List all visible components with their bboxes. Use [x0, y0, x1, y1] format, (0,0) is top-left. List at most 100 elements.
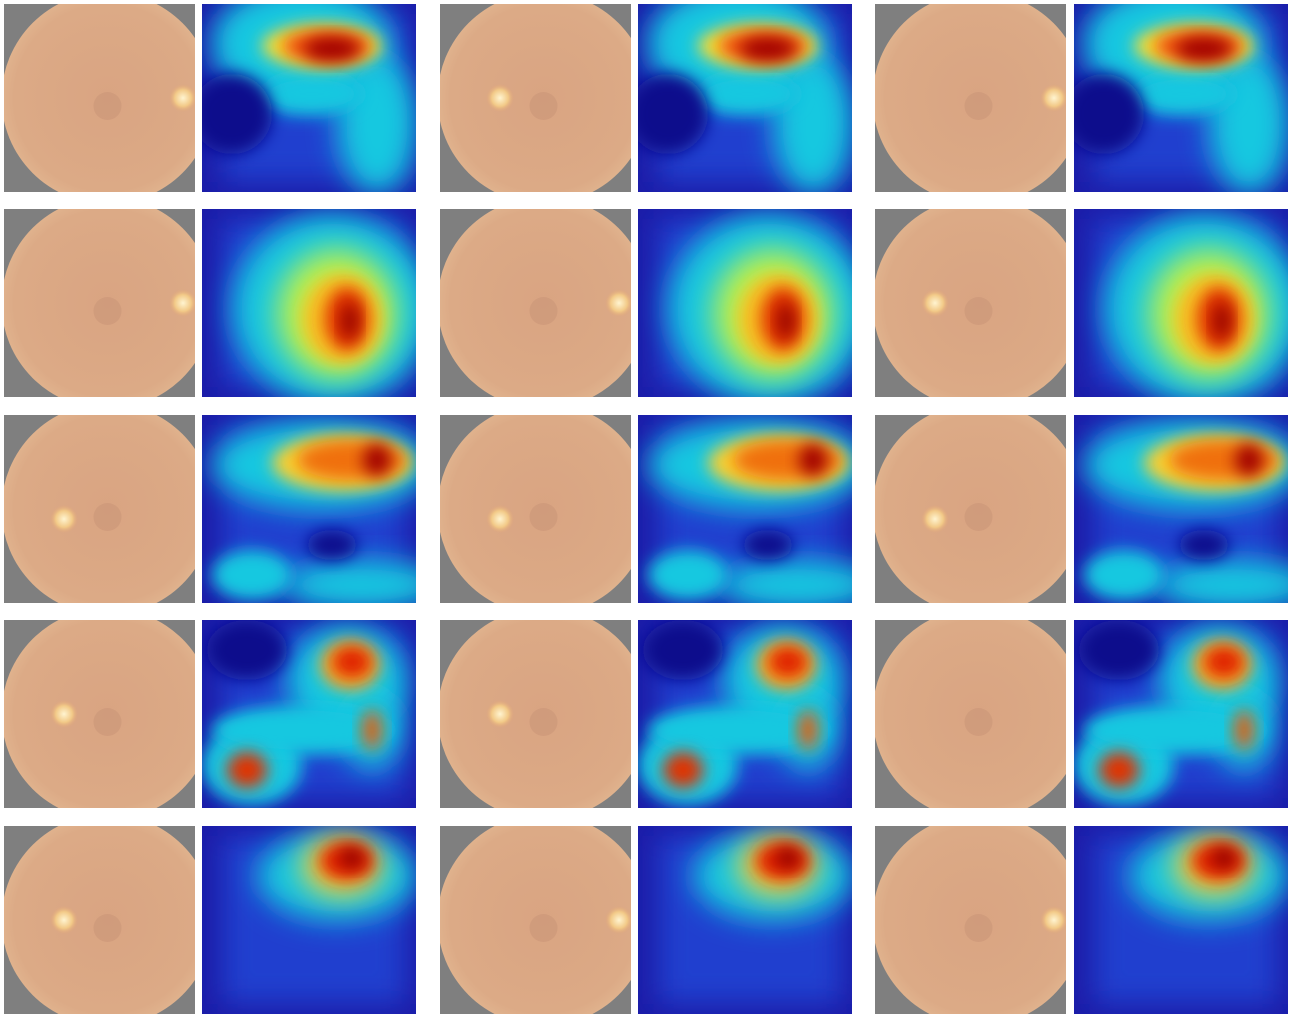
optic-disc [486, 84, 514, 112]
retina [875, 209, 1066, 397]
optic-disc [486, 700, 514, 728]
fundus-image [875, 209, 1066, 397]
fundus-clip [4, 209, 195, 397]
heatmap-blob [363, 444, 391, 476]
fundus-image [4, 209, 195, 397]
optic-disc [1040, 906, 1066, 934]
fundus-image [440, 209, 631, 397]
macula [529, 297, 558, 325]
macula [93, 503, 122, 531]
fundus-image [4, 4, 195, 192]
heatmap-clip [658, 214, 852, 397]
heatmap-clip [648, 420, 852, 603]
fundus-image [875, 620, 1066, 808]
fundus-clip [875, 4, 1066, 192]
heatmap-image [202, 620, 416, 808]
heatmap-blob [304, 37, 360, 61]
retina [875, 826, 1066, 1014]
heatmap-blob [1204, 646, 1244, 678]
fundus-image [4, 415, 195, 603]
fundus-clip [875, 620, 1066, 808]
heatmap-image [202, 826, 416, 1014]
fundus-image [440, 826, 631, 1014]
heatmap-blob [773, 54, 852, 192]
retina [4, 826, 195, 1014]
optic-disc [1040, 84, 1066, 112]
heatmap-blob [638, 74, 708, 154]
heatmap-blob [337, 54, 416, 192]
heatmap-blob [778, 303, 794, 339]
retina [875, 620, 1066, 808]
heatmap-blob [776, 848, 800, 868]
heatmap-blob [1179, 530, 1229, 560]
optic-disc [921, 505, 949, 533]
heatmap-image [638, 826, 852, 1014]
fundus-image [4, 620, 195, 808]
fundus-image [875, 4, 1066, 192]
optic-disc [921, 289, 949, 317]
heatmap-blob [340, 848, 364, 868]
macula [93, 914, 122, 942]
retina [440, 4, 631, 192]
heatmap-blob [643, 620, 723, 680]
fundus-clip [4, 4, 195, 192]
macula [964, 708, 993, 736]
retina [440, 415, 631, 603]
heatmap-blob [1214, 303, 1230, 339]
heatmap-blob [1212, 848, 1236, 868]
heatmap-image [1074, 620, 1288, 808]
optic-disc [486, 505, 514, 533]
heatmap-blob [698, 74, 798, 114]
heatmap-image [638, 209, 852, 397]
heatmap-blob [1074, 74, 1144, 154]
heatmap-clip [638, 620, 843, 805]
heatmap-clip [202, 620, 407, 805]
heatmap-clip [1084, 420, 1288, 603]
heatmap-blob [332, 646, 372, 678]
fundus-image [440, 620, 631, 808]
optic-disc [605, 289, 631, 317]
fundus-clip [875, 415, 1066, 603]
heatmap-clip [1074, 4, 1288, 192]
heatmap-blob [718, 560, 852, 603]
fundus-clip [440, 620, 631, 808]
macula [529, 708, 558, 736]
fundus-clip [440, 826, 631, 1014]
heatmap-image [1074, 415, 1288, 603]
heatmap-clip [222, 214, 416, 397]
fundus-image [875, 415, 1066, 603]
heatmap-clip [212, 420, 416, 603]
retina [4, 209, 195, 397]
heatmap-clip [1094, 831, 1288, 1004]
heatmap-blob [1134, 74, 1234, 114]
fundus-clip [440, 209, 631, 397]
heatmap-blob [799, 444, 827, 476]
retina [4, 415, 195, 603]
retina [440, 209, 631, 397]
heatmap-image [1074, 4, 1288, 192]
macula [964, 914, 993, 942]
heatmap-image [202, 209, 416, 397]
heatmap-blob [798, 710, 818, 750]
fundus-clip [4, 826, 195, 1014]
fundus-clip [875, 826, 1066, 1014]
fundus-image [875, 826, 1066, 1014]
fundus-image [4, 826, 195, 1014]
heatmap-blob [1084, 550, 1164, 600]
heatmap-blob [1176, 37, 1232, 61]
heatmap-clip [1074, 620, 1279, 805]
heatmap-clip [658, 831, 852, 1004]
heatmap-clip [222, 831, 416, 1004]
heatmap-clip [1094, 214, 1288, 397]
heatmap-blob [207, 620, 287, 680]
fundus-clip [440, 4, 631, 192]
heatmap-blob [1154, 560, 1288, 603]
retina [875, 415, 1066, 603]
heatmap-blob [202, 74, 272, 154]
heatmap-blob [342, 303, 358, 339]
retina [440, 620, 631, 808]
fundus-clip [4, 620, 195, 808]
optic-disc [169, 84, 195, 112]
optic-disc [50, 700, 78, 728]
heatmap-image [1074, 209, 1288, 397]
